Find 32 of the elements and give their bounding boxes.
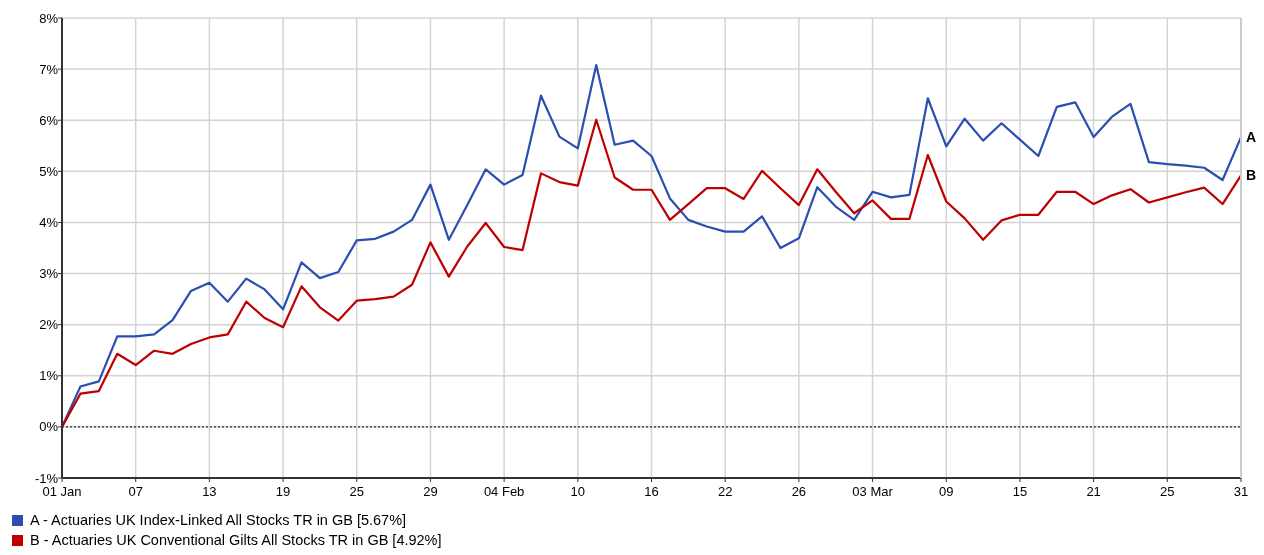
x-tick-label: 15 xyxy=(1012,484,1028,499)
y-tick-label: 8% xyxy=(39,10,59,26)
x-tick-label: 31 xyxy=(1233,484,1249,499)
x-tick-label: 16 xyxy=(644,484,659,499)
y-tick-label: 0% xyxy=(39,419,59,435)
y-tick-label: 2% xyxy=(39,317,59,333)
legend-label: B - Actuaries UK Conventional Gilts All Stocks TR in GB [4.92%] xyxy=(30,532,442,548)
annotation: B xyxy=(1246,167,1257,184)
x-tick-label: 21 xyxy=(1086,484,1101,499)
line-series xyxy=(60,118,1243,428)
annotation: A xyxy=(1246,128,1257,145)
x-tick-label: 01 Jan xyxy=(42,484,82,499)
x-tick-label: 03 Mar xyxy=(852,484,894,499)
y-tick-label: 7% xyxy=(39,61,59,77)
legend-label: A - Actuaries UK Index-Linked All Stocks TR in GB [5.67%] xyxy=(30,512,407,528)
y-tick-label: 3% xyxy=(39,266,59,282)
x-tick-label: 09 xyxy=(939,484,954,499)
y-tick-label: 5% xyxy=(39,163,59,179)
y-tick-label: -1% xyxy=(34,470,59,486)
x-tick-label: 07 xyxy=(128,484,143,499)
x-tick-label: 25 xyxy=(349,484,364,499)
y-tick-label: 1% xyxy=(39,368,59,384)
x-tick-label: 04 Feb xyxy=(483,484,525,499)
x-tick-label: 29 xyxy=(423,484,438,499)
x-tick-label: 26 xyxy=(791,484,807,499)
y-tick-label: 4% xyxy=(39,214,59,230)
y-tick-label: 6% xyxy=(39,112,59,128)
x-tick-label: 19 xyxy=(275,484,291,499)
x-tick-label: 22 xyxy=(717,484,733,499)
x-tick-label: 13 xyxy=(202,484,217,499)
x-tick-label: 25 xyxy=(1160,484,1175,499)
x-tick-label: 10 xyxy=(570,484,586,499)
